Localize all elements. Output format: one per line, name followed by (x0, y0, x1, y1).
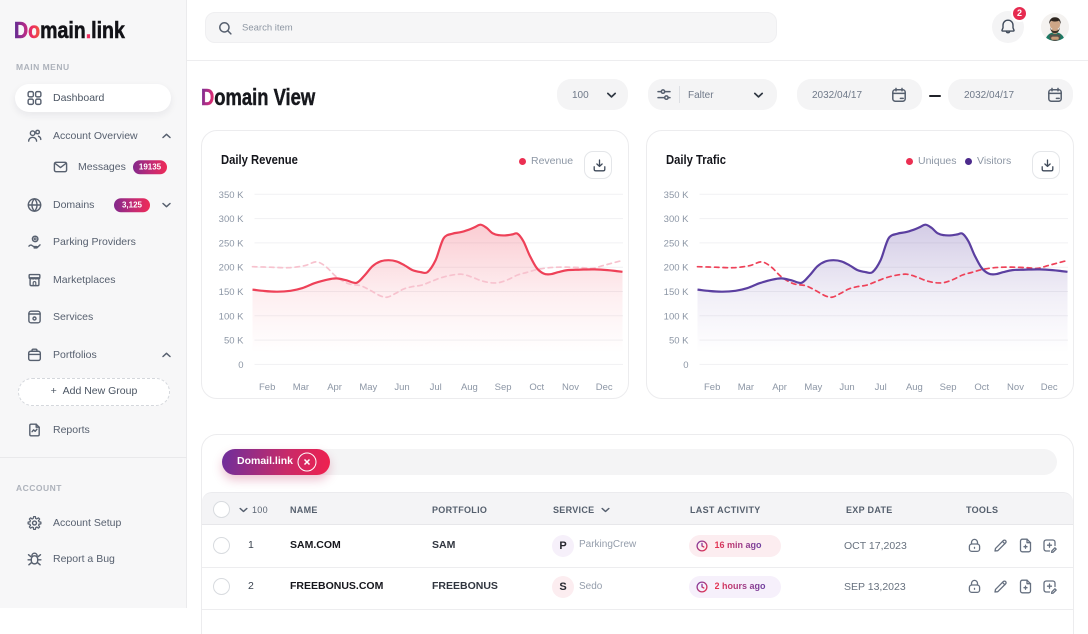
svg-text:Oct: Oct (974, 382, 989, 393)
svg-text:Jul: Jul (430, 382, 442, 393)
svg-text:150 K: 150 K (219, 287, 244, 298)
svg-text:Jul: Jul (875, 382, 887, 393)
svg-text:Dec: Dec (1041, 382, 1058, 393)
svg-text:Jun: Jun (839, 382, 854, 393)
svg-text:Mar: Mar (738, 382, 754, 393)
svg-text:300 K: 300 K (664, 214, 689, 225)
svg-text:Apr: Apr (772, 382, 787, 393)
svg-text:Nov: Nov (1007, 382, 1024, 393)
svg-text:Jun: Jun (394, 382, 409, 393)
svg-text:150 K: 150 K (664, 287, 689, 298)
svg-text:50 K: 50 K (224, 336, 244, 347)
svg-text:200 K: 200 K (219, 263, 244, 274)
svg-text:350 K: 350 K (664, 190, 689, 201)
svg-text:100 K: 100 K (664, 311, 689, 322)
svg-text:Sep: Sep (495, 382, 512, 393)
svg-text:200 K: 200 K (664, 263, 689, 274)
svg-text:Feb: Feb (259, 382, 275, 393)
svg-text:250 K: 250 K (664, 238, 689, 249)
svg-text:Nov: Nov (562, 382, 579, 393)
svg-text:Aug: Aug (906, 382, 923, 393)
svg-text:300 K: 300 K (219, 214, 244, 225)
svg-text:Aug: Aug (461, 382, 478, 393)
svg-text:Oct: Oct (529, 382, 544, 393)
svg-text:100 K: 100 K (219, 311, 244, 322)
svg-text:Mar: Mar (293, 382, 309, 393)
svg-text:0: 0 (683, 360, 688, 371)
svg-text:Sep: Sep (940, 382, 957, 393)
svg-text:Feb: Feb (704, 382, 720, 393)
svg-text:350 K: 350 K (219, 190, 244, 201)
svg-text:250 K: 250 K (219, 238, 244, 249)
svg-text:May: May (359, 382, 377, 393)
svg-text:May: May (804, 382, 822, 393)
svg-text:50 K: 50 K (669, 336, 689, 347)
svg-text:0: 0 (238, 360, 243, 371)
svg-text:Dec: Dec (596, 382, 613, 393)
svg-text:Apr: Apr (327, 382, 342, 393)
